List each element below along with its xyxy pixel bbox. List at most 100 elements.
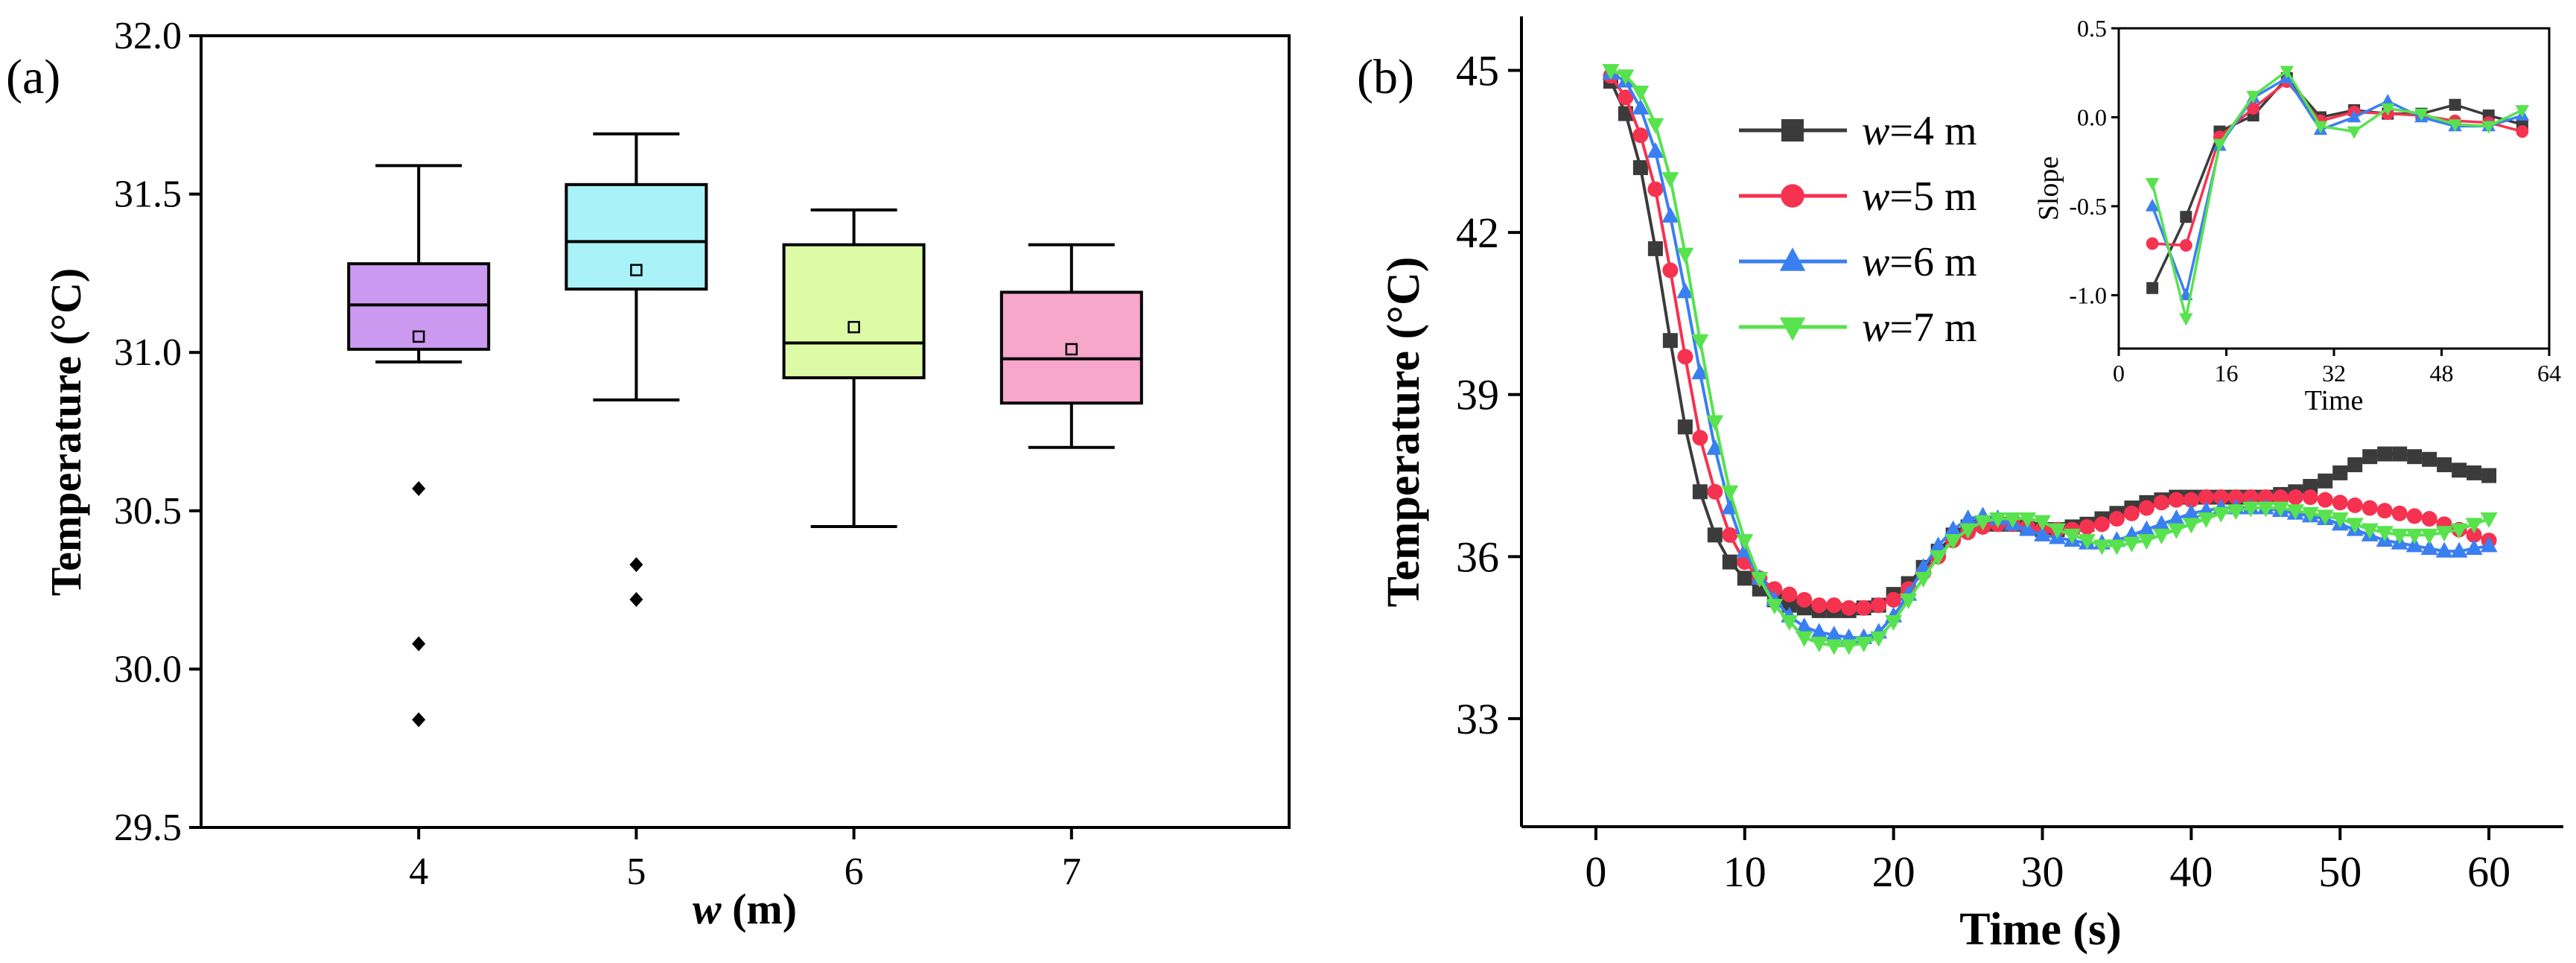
data-point: [2019, 520, 2037, 536]
legend-entry: w=7 m: [1739, 305, 1977, 351]
inset-data-point: [2280, 66, 2294, 79]
data-point: [2391, 505, 2408, 521]
data-point: [1885, 614, 1903, 631]
data-point: [2182, 503, 2200, 520]
inset-x-tick-label: 0: [2113, 360, 2125, 387]
data-point: [1825, 626, 1843, 642]
data-point: [2303, 479, 2318, 495]
data-point: [1751, 571, 1769, 588]
data-point: [1722, 554, 1737, 570]
data-point: [2316, 509, 2334, 526]
data-point: [2437, 457, 2452, 473]
y-tick-label: 36: [1456, 533, 1499, 581]
y-tick-label: 30.0: [114, 648, 182, 690]
data-point: [1677, 419, 1693, 435]
data-point: [2213, 489, 2229, 506]
legend-entry: w=4 m: [1739, 108, 1977, 154]
data-point: [2465, 518, 2483, 534]
data-point: [1632, 98, 1650, 115]
data-point: [2467, 465, 2482, 480]
interquartile-box: [347, 262, 491, 351]
outlier-point: [412, 481, 426, 497]
panel-b: (b) 33 36 39 42 45 0 10 20 30 40 50 60 Temperature …: [1357, 15, 2563, 955]
data-point: [2287, 489, 2303, 506]
inset-data-point: [2145, 198, 2160, 212]
data-point: [1870, 631, 1888, 647]
legend-label: w=7 m: [1862, 305, 1977, 351]
inset-series-line: [2151, 69, 2523, 319]
inset-data-point: [2516, 125, 2529, 138]
interquartile-box: [782, 243, 926, 380]
data-point: [2242, 489, 2259, 506]
inset-data-point: [2448, 119, 2462, 132]
data-point: [2405, 528, 2423, 544]
data-point: [1841, 600, 1857, 616]
data-point: [2078, 534, 2096, 550]
data-point: [1707, 483, 1723, 500]
mean-marker: [630, 264, 643, 276]
legend-entry: w=6 m: [1739, 239, 1977, 285]
x-tick-label: 40: [2169, 848, 2213, 896]
data-point: [2405, 536, 2423, 553]
y-tick-label: 39: [1456, 371, 1499, 419]
data-point: [1677, 349, 1694, 365]
data-point: [2317, 492, 2333, 508]
inset-chart: -1.0 -0.5 0.0 0.5 0 16 32 48 64 Time Slope: [2033, 15, 2561, 416]
data-point: [1662, 333, 1678, 349]
data-point: [1736, 534, 1754, 550]
inset-data-point: [2145, 178, 2160, 191]
x-tick-label: 50: [2318, 848, 2362, 896]
data-point: [1766, 599, 1784, 615]
data-point: [2450, 541, 2468, 558]
data-point: [2406, 508, 2423, 524]
data-point: [1855, 636, 1873, 652]
data-point: [2465, 538, 2483, 555]
data-point: [2362, 449, 2378, 465]
inset-data-point: [2414, 108, 2429, 121]
inset-frame: [2117, 27, 2551, 350]
inset-y-axis-title: Slope: [2033, 156, 2064, 221]
legend-marker: [1779, 247, 1806, 271]
inset-data-point: [2347, 109, 2362, 123]
data-point: [2153, 495, 2169, 511]
data-point: [1706, 439, 1724, 455]
data-point: [2480, 536, 2498, 553]
data-point: [2302, 489, 2318, 506]
inset-x-tick-label: 16: [2215, 360, 2239, 387]
legend-marker: [1781, 119, 1804, 142]
inset-x-tick-label: 48: [2430, 360, 2454, 387]
x-tick-label: 60: [2467, 848, 2510, 896]
series-w7m: [1602, 64, 2498, 655]
data-point: [1647, 118, 1664, 134]
data-point: [2257, 489, 2274, 506]
interquartile-box: [565, 182, 708, 291]
data-point: [2331, 512, 2349, 529]
x-tick-label: 5: [626, 851, 646, 893]
x-tick-label: 7: [1062, 851, 1081, 893]
inset-data-point: [2313, 121, 2328, 134]
inset-data-point: [2381, 93, 2395, 107]
data-point: [2272, 489, 2289, 506]
inset-data-point: [2481, 121, 2496, 134]
panel-b-label: (b): [1357, 50, 1414, 104]
inset-data-point: [2213, 139, 2227, 152]
mean-marker: [1065, 343, 1078, 356]
data-point: [2019, 512, 2037, 529]
y-tick-label: 30.5: [114, 490, 182, 533]
data-point: [2480, 512, 2498, 529]
x-tick-label: 10: [1723, 848, 1766, 896]
y-tick-label: 33: [1456, 695, 1499, 743]
data-point: [1915, 571, 1933, 588]
legend-label-variable: w: [1862, 305, 1889, 351]
data-point: [2242, 501, 2259, 518]
data-point: [2122, 536, 2140, 553]
x-tick-label: 30: [2021, 848, 2064, 896]
data-point: [2137, 534, 2155, 550]
data-point: [2361, 523, 2379, 539]
data-point: [1632, 160, 1648, 176]
inset-y-tick-label: 0.0: [2077, 104, 2107, 130]
line-chart-y-axis-title: Temperature (°C): [1378, 257, 1429, 608]
data-point: [2197, 512, 2215, 529]
inset-x-axis-title: Time: [2305, 385, 2364, 416]
